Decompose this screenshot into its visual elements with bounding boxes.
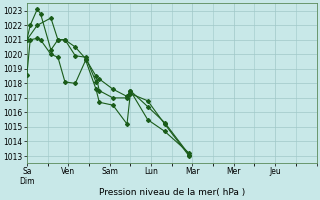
X-axis label: Pression niveau de la mer( hPa ): Pression niveau de la mer( hPa ) <box>99 188 245 197</box>
